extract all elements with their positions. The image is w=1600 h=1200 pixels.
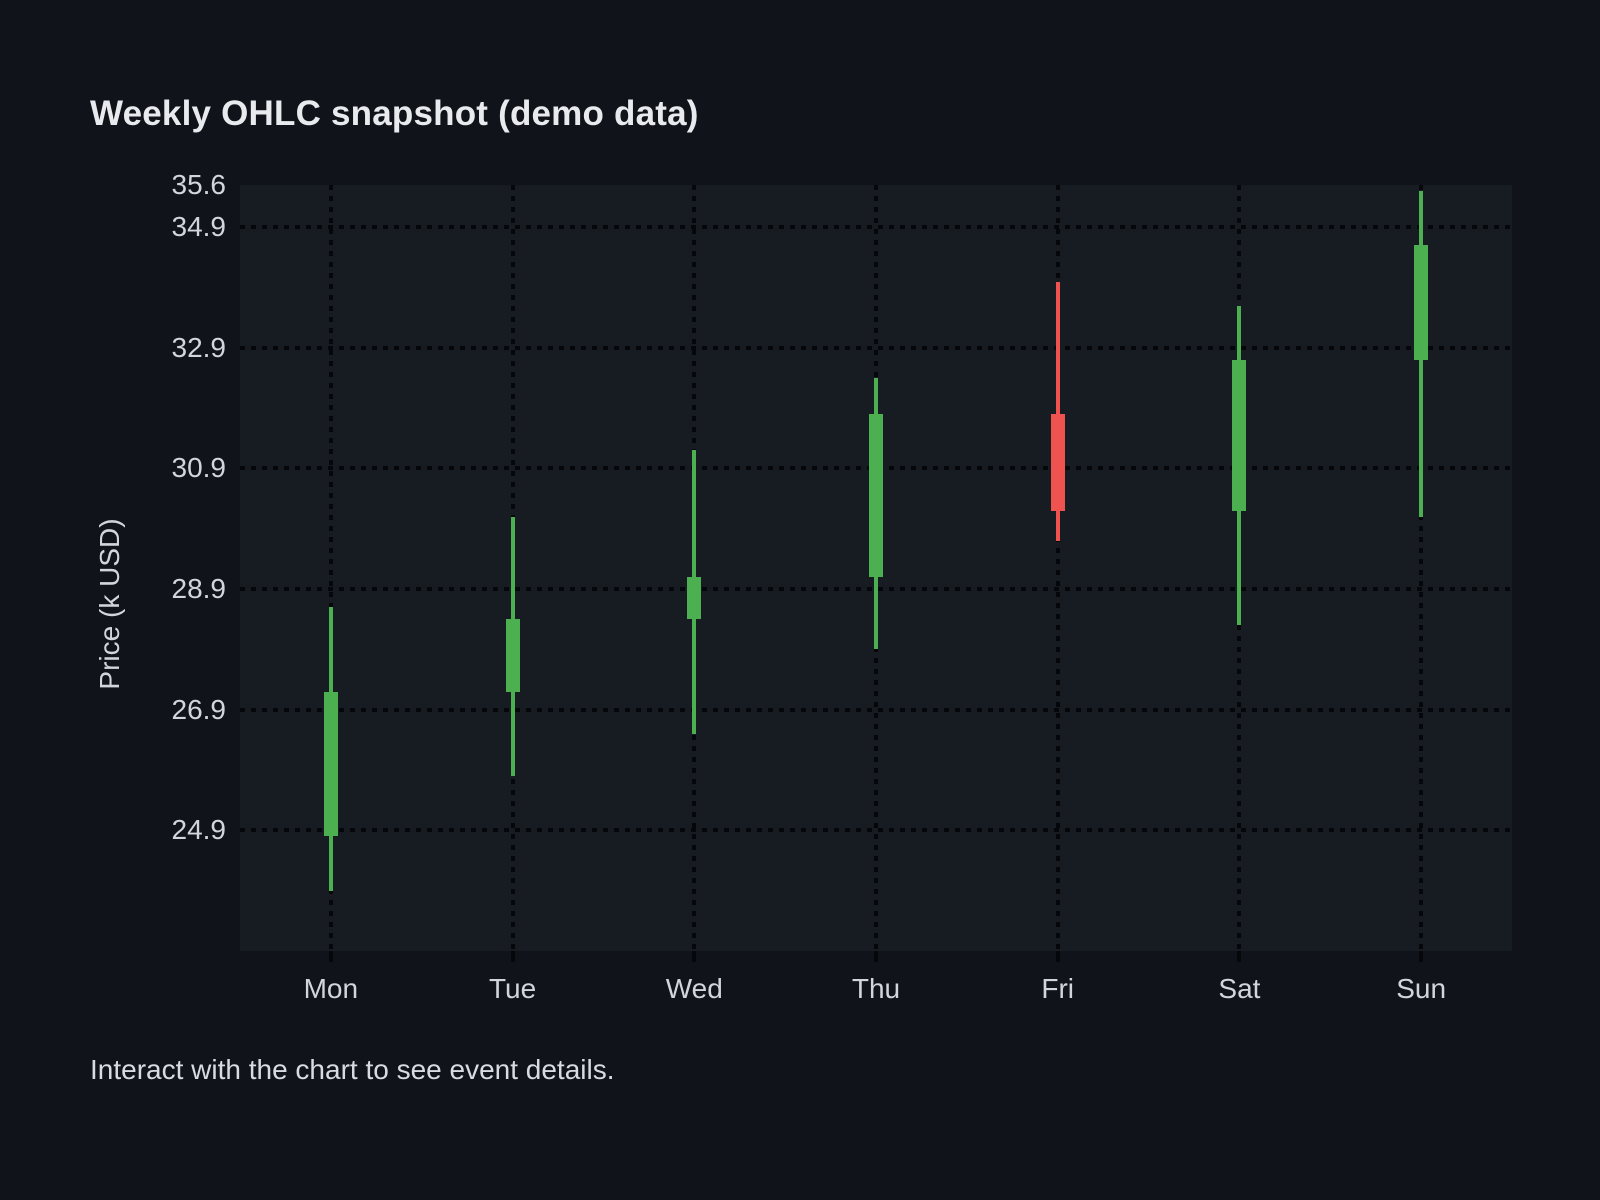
x-tick-label: Wed — [665, 973, 723, 1004]
y-tick-label: 28.9 — [171, 573, 227, 605]
y-tick-label: 34.9 — [171, 211, 227, 243]
x-tick-label: Fri — [1041, 973, 1075, 1004]
candle-wick-fri[interactable] — [1055, 281, 1060, 541]
candle-body-fri[interactable] — [1050, 414, 1065, 511]
x-tick-label: Sat — [1218, 973, 1261, 1004]
x-tick-mark — [1419, 951, 1424, 962]
candle-body-mon[interactable] — [323, 691, 338, 837]
y-tick-label: 35.6 — [171, 169, 227, 200]
candle-body-wed[interactable] — [687, 577, 702, 620]
x-tick-mark — [692, 951, 697, 962]
candle-body-tue[interactable] — [505, 619, 520, 692]
x-tick-mark — [328, 951, 333, 962]
candle-body-sat[interactable] — [1232, 359, 1247, 511]
gridline-vertical — [328, 185, 333, 951]
y-tick-label: 30.9 — [171, 452, 227, 484]
y-tick-label: 32.9 — [171, 331, 227, 363]
gridline-vertical — [1055, 185, 1060, 951]
x-tick-label: Sun — [1396, 973, 1447, 1004]
candle-body-sun[interactable] — [1414, 245, 1429, 360]
x-tick-mark — [1055, 951, 1060, 962]
y-tick-label: 24.9 — [171, 814, 227, 846]
x-tick-mark — [874, 951, 878, 962]
y-tick-label: 26.9 — [171, 693, 227, 725]
x-tick-label: Tue — [488, 973, 537, 1004]
candle-body-thu[interactable] — [869, 414, 883, 578]
candlestick-plot-area[interactable] — [240, 185, 1512, 951]
footer-hint: Interact with the chart to see event det… — [90, 1054, 615, 1085]
x-tick-label: Thu — [851, 973, 901, 1004]
chart-title: Weekly OHLC snapshot (demo data) — [90, 94, 699, 133]
x-tick-label: Mon — [303, 973, 359, 1004]
x-tick-mark — [510, 951, 515, 962]
x-tick-mark — [1237, 951, 1242, 962]
gridline-vertical — [1419, 185, 1424, 951]
